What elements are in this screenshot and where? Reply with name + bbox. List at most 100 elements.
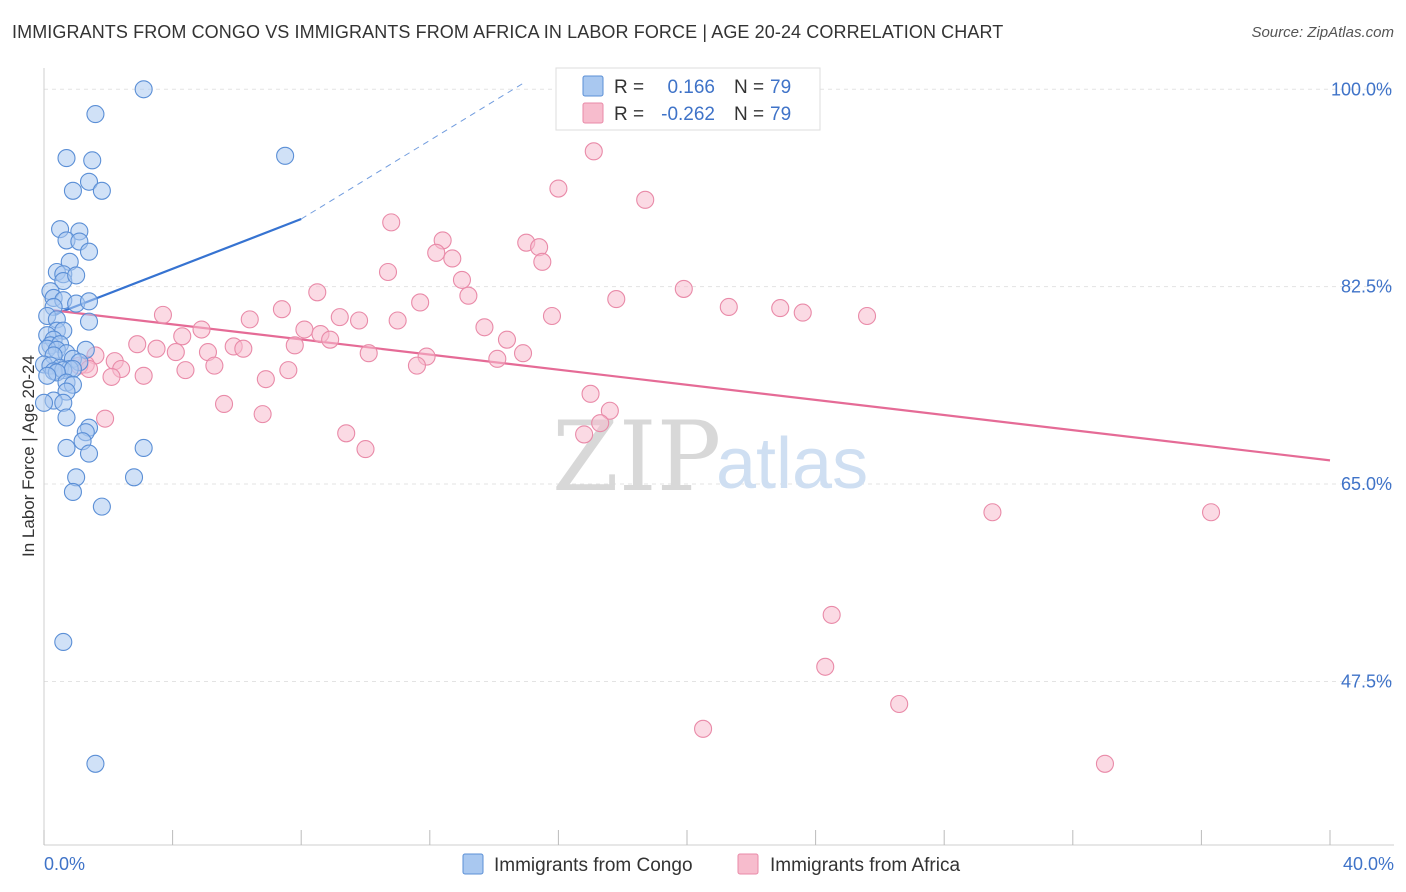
- africa-point: [407, 356, 426, 375]
- africa-point: [600, 401, 619, 420]
- africa-point: [890, 694, 909, 714]
- africa-point: [272, 300, 291, 319]
- africa-point: [128, 335, 147, 354]
- africa-point: [321, 330, 340, 349]
- africa-point: [378, 262, 398, 282]
- africa-point: [475, 318, 494, 337]
- congo-point: [79, 242, 99, 261]
- africa-point: [279, 361, 298, 380]
- africa-point: [771, 299, 790, 318]
- y-tick-label: 65.0%: [1341, 474, 1392, 494]
- africa-point: [542, 306, 562, 326]
- africa-point: [192, 320, 211, 339]
- congo-point: [79, 292, 99, 311]
- africa-point: [816, 657, 835, 676]
- africa-point: [513, 344, 533, 363]
- africa-n-label: N =: [734, 104, 764, 125]
- y-tick-label: 47.5%: [1341, 671, 1392, 691]
- axes: [43, 68, 1394, 846]
- africa-point: [497, 330, 517, 349]
- africa-n-value: 79: [770, 104, 791, 125]
- congo-trend-extension: [300, 80, 527, 220]
- congo-point: [57, 149, 76, 168]
- africa-point: [549, 179, 568, 198]
- africa-point: [591, 414, 610, 433]
- congo-n-label: N =: [734, 77, 764, 98]
- africa-point: [356, 440, 375, 459]
- africa-point: [443, 249, 462, 268]
- congo-r-value: 0.166: [667, 77, 715, 98]
- africa-point: [253, 405, 272, 424]
- africa-swatch: [582, 102, 604, 124]
- congo-point: [57, 438, 76, 458]
- congo-point: [54, 393, 73, 412]
- congo-point: [79, 172, 99, 191]
- grid-lines: [44, 88, 1394, 682]
- africa-point: [857, 306, 877, 326]
- africa-point: [337, 424, 356, 443]
- africa-point: [295, 320, 314, 339]
- africa-r-value: -0.262: [661, 104, 715, 125]
- congo-point: [57, 408, 76, 427]
- chart-title: IMMIGRANTS FROM CONGO VS IMMIGRANTS FROM…: [12, 22, 1004, 42]
- africa-point: [793, 303, 812, 322]
- africa-point: [488, 349, 507, 368]
- congo-point: [124, 468, 144, 487]
- africa-point: [147, 339, 166, 358]
- watermark: ZIP atlas: [552, 401, 868, 513]
- congo-point: [54, 632, 73, 652]
- legend-africa-swatch: [737, 853, 759, 875]
- africa-point: [214, 394, 234, 414]
- congo-point: [92, 181, 111, 200]
- africa-r-label: R =: [614, 104, 644, 125]
- africa-point: [452, 270, 472, 289]
- x-tick-label-min: 0.0%: [44, 854, 85, 874]
- africa-point: [102, 367, 121, 386]
- stats-legend: R = 0.166 N = 79 R = -0.262 N = 79: [555, 67, 821, 131]
- watermark-atlas: atlas: [716, 424, 868, 504]
- africa-point: [983, 503, 1002, 522]
- congo-point: [86, 105, 105, 124]
- africa-point: [427, 243, 446, 262]
- africa-point: [459, 286, 478, 305]
- congo-point: [63, 181, 82, 200]
- congo-point: [276, 146, 295, 165]
- congo-point: [38, 366, 57, 385]
- congo-point: [67, 468, 86, 487]
- africa-point: [359, 344, 378, 363]
- congo-point: [83, 151, 102, 170]
- africa-point: [411, 293, 430, 312]
- legend-congo-label: Immigrants from Congo: [494, 855, 693, 876]
- x-tick-label-max: 40.0%: [1343, 854, 1394, 874]
- africa-point: [234, 339, 253, 358]
- africa-point: [607, 290, 626, 309]
- africa-point: [166, 343, 185, 362]
- congo-point: [67, 266, 86, 285]
- africa-point: [382, 213, 401, 232]
- africa-point: [694, 719, 713, 738]
- africa-point: [388, 311, 407, 330]
- africa-point: [96, 409, 115, 428]
- africa-point: [153, 305, 173, 324]
- africa-point: [533, 252, 552, 271]
- legend-africa-label: Immigrants from Africa: [770, 855, 960, 876]
- congo-swatch: [582, 75, 604, 97]
- africa-point: [285, 336, 304, 355]
- y-tick-label: 82.5%: [1341, 277, 1392, 297]
- congo-point: [92, 497, 111, 516]
- africa-point: [256, 370, 275, 389]
- congo-point: [79, 444, 99, 463]
- africa-point: [584, 142, 603, 161]
- africa-point: [1095, 754, 1114, 773]
- africa-point: [530, 238, 549, 257]
- congo-n-value: 79: [770, 77, 791, 98]
- x-axis-ticks: [43, 830, 1331, 845]
- africa-point: [240, 310, 259, 329]
- africa-point: [350, 311, 369, 330]
- series-legend: Immigrants from Congo Immigrants from Af…: [462, 853, 960, 876]
- watermark-zip: ZIP: [552, 401, 721, 513]
- congo-point: [86, 754, 105, 773]
- africa-point: [822, 605, 841, 624]
- africa-point: [575, 425, 594, 444]
